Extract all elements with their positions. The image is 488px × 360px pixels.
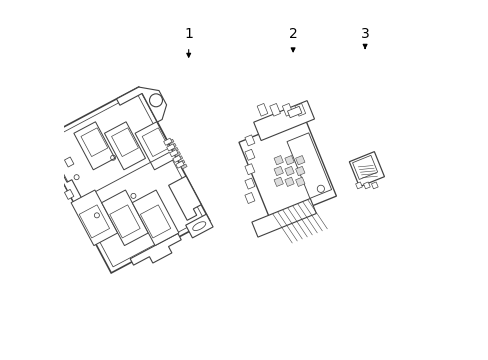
Polygon shape: [176, 161, 184, 168]
Polygon shape: [192, 222, 205, 230]
Polygon shape: [253, 101, 314, 140]
Polygon shape: [244, 178, 254, 189]
Polygon shape: [40, 87, 209, 273]
Polygon shape: [355, 182, 362, 189]
Polygon shape: [135, 122, 176, 170]
Polygon shape: [163, 138, 172, 145]
Polygon shape: [295, 177, 305, 186]
Polygon shape: [64, 189, 74, 199]
Polygon shape: [179, 160, 184, 165]
Polygon shape: [109, 205, 140, 238]
Polygon shape: [71, 190, 118, 246]
Polygon shape: [286, 133, 331, 198]
Polygon shape: [57, 170, 92, 231]
Polygon shape: [295, 156, 305, 165]
Polygon shape: [244, 135, 254, 146]
Polygon shape: [64, 157, 74, 167]
Polygon shape: [284, 166, 294, 176]
Text: 3: 3: [360, 27, 369, 41]
Polygon shape: [185, 214, 213, 238]
Polygon shape: [74, 122, 115, 170]
Polygon shape: [295, 166, 305, 176]
Polygon shape: [166, 144, 175, 151]
Polygon shape: [167, 139, 174, 144]
Polygon shape: [111, 128, 138, 157]
Polygon shape: [371, 182, 377, 189]
Polygon shape: [273, 166, 283, 176]
Polygon shape: [46, 93, 203, 267]
Polygon shape: [130, 233, 181, 265]
Polygon shape: [294, 103, 305, 116]
Polygon shape: [172, 148, 178, 153]
Polygon shape: [174, 152, 180, 157]
Polygon shape: [284, 177, 294, 186]
Text: 2: 2: [288, 27, 297, 41]
Polygon shape: [79, 205, 109, 238]
Polygon shape: [104, 122, 145, 170]
Polygon shape: [132, 190, 179, 246]
Polygon shape: [348, 152, 384, 187]
Polygon shape: [352, 156, 377, 179]
Polygon shape: [273, 177, 283, 186]
Text: 1: 1: [184, 27, 193, 41]
Polygon shape: [363, 182, 369, 189]
Polygon shape: [273, 156, 283, 165]
Polygon shape: [168, 176, 201, 220]
Polygon shape: [244, 149, 254, 160]
Polygon shape: [176, 156, 183, 161]
Polygon shape: [140, 205, 170, 238]
Polygon shape: [142, 128, 169, 157]
Polygon shape: [181, 164, 187, 169]
Polygon shape: [257, 103, 267, 116]
Polygon shape: [251, 198, 316, 237]
Polygon shape: [269, 103, 280, 116]
Polygon shape: [102, 190, 148, 246]
Polygon shape: [244, 164, 254, 175]
Polygon shape: [169, 149, 178, 157]
Polygon shape: [116, 87, 166, 122]
Polygon shape: [239, 116, 336, 222]
Polygon shape: [172, 155, 181, 162]
Polygon shape: [170, 143, 176, 148]
Polygon shape: [284, 156, 294, 165]
Polygon shape: [244, 193, 254, 203]
Polygon shape: [282, 103, 292, 116]
Polygon shape: [287, 106, 301, 118]
Polygon shape: [81, 128, 108, 157]
